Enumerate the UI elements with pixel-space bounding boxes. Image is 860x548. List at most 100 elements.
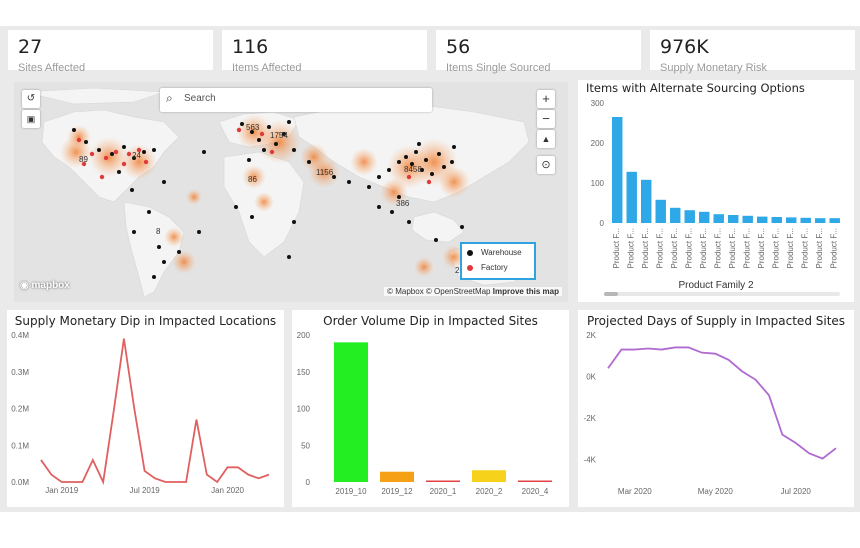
- bar: [612, 117, 623, 223]
- x-tick-label: Product F...: [627, 228, 636, 268]
- zoom-to-fit-icon[interactable]: ⊙: [537, 156, 555, 174]
- bar: [655, 199, 666, 223]
- bar: [800, 217, 811, 223]
- x-tick-label: Product F...: [699, 228, 708, 268]
- lasso-select-button[interactable]: ↺: [22, 90, 40, 108]
- warehouse-dot-icon: [467, 249, 473, 256]
- cluster-label: 563: [246, 123, 260, 132]
- kpi-card-items[interactable]: 116 Items Affected: [222, 30, 427, 74]
- bar: [334, 342, 368, 482]
- x-tick-label: 2020_2: [476, 487, 503, 496]
- mapbox-logo-icon: ◉: [20, 280, 29, 291]
- kpi-label: Items Single Sourced: [446, 62, 551, 74]
- y-tick-label: -4K: [584, 456, 597, 465]
- chart-title: Projected Days of Supply in Impacted Sit…: [586, 314, 846, 328]
- x-tick-label: 2020_1: [430, 487, 457, 496]
- x-tick-label: Product F...: [801, 228, 810, 268]
- improve-map-link[interactable]: Improve this map: [492, 287, 559, 296]
- mapbox-logo: ◉ mapbox: [20, 280, 70, 291]
- kpi-value: 56: [446, 36, 471, 58]
- chart-title: Items with Alternate Sourcing Options: [586, 81, 805, 95]
- attribution-text: © Mapbox © OpenStreetMap: [387, 287, 491, 296]
- supply-dip-card: Supply Monetary Dip in Impacted Location…: [7, 310, 284, 507]
- cluster-label: 26: [455, 266, 464, 275]
- y-tick-label: 100: [297, 405, 311, 414]
- x-tick-label: Product F...: [714, 228, 723, 268]
- kpi-value: 116: [232, 36, 269, 58]
- heat-clusters: [60, 114, 470, 277]
- world-map[interactable]: 563 1754 89 24 86 1156 8458 386 8 26: [14, 82, 568, 302]
- bar: [742, 215, 753, 223]
- bar: [786, 217, 797, 223]
- y-tick-label: 150: [297, 368, 311, 377]
- bar: [426, 480, 460, 482]
- alt-sourcing-chart: 300 200 100 0 Product F... Product F... Produc…: [591, 99, 840, 268]
- supply-dip-chart: 0.4M 0.3M 0.2M 0.1M 0.0M Jan 2019 Jul 2019 Jan …: [11, 331, 270, 495]
- y-tick-label: 0.3M: [11, 368, 29, 377]
- y-tick-label: 50: [301, 441, 310, 450]
- scrollbar-thumb[interactable]: [604, 292, 618, 296]
- x-tick-label: Product F...: [685, 228, 694, 268]
- kpi-value: 27: [18, 36, 43, 58]
- bar: [815, 218, 826, 223]
- y-tick-label: 0K: [586, 373, 596, 382]
- y-tick-label: 200: [591, 139, 605, 148]
- x-tick-label: Product F...: [757, 228, 766, 268]
- alt-sourcing-card: Items with Alternate Sourcing Options 30…: [578, 80, 854, 302]
- cluster-label: 386: [396, 199, 410, 208]
- kpi-label: Items Affected: [232, 62, 302, 74]
- x-tick-label: Mar 2020: [618, 487, 652, 496]
- x-tick-label: Product F...: [743, 228, 752, 268]
- y-tick-label: 0.0M: [11, 478, 29, 487]
- bar: [699, 211, 710, 223]
- x-tick-label: May 2020: [698, 487, 734, 496]
- days-supply-card: Projected Days of Supply in Impacted Sit…: [578, 310, 854, 507]
- bar: [641, 179, 652, 223]
- y-tick-label: 0: [600, 219, 605, 228]
- y-tick-label: 0: [306, 478, 311, 487]
- cluster-label: 1754: [270, 131, 288, 140]
- cluster-label: 8: [156, 227, 161, 236]
- bar: [728, 215, 739, 223]
- x-tick-label: Product F...: [772, 228, 781, 268]
- kpi-card-monetary-risk[interactable]: 976K Supply Monetary Risk: [650, 30, 855, 74]
- bar: [829, 218, 840, 223]
- zoom-in-button[interactable]: +: [537, 90, 555, 108]
- days-supply-chart: 2K 0K -2K -4K Mar 2020 May 2020 Jul 2020: [584, 331, 837, 496]
- x-tick-label: 2019_10: [335, 487, 367, 496]
- x-tick-label: Product F...: [656, 228, 665, 268]
- y-tick-label: 2K: [586, 331, 596, 340]
- kpi-label: Supply Monetary Risk: [660, 62, 767, 74]
- x-tick-label: 2019_12: [381, 487, 413, 496]
- rect-select-button[interactable]: ▣: [22, 110, 40, 128]
- bar: [626, 171, 637, 223]
- x-tick-label: Product F...: [612, 228, 621, 268]
- legend-item-warehouse: Warehouse: [467, 248, 522, 257]
- bar: [713, 214, 724, 223]
- y-tick-label: 0.2M: [11, 405, 29, 414]
- chart-title: Supply Monetary Dip in Impacted Location…: [14, 314, 277, 328]
- search-icon: ⌕: [166, 91, 173, 105]
- map-search-box[interactable]: ⌕ Search: [160, 88, 432, 112]
- kpi-card-sites[interactable]: 27 Sites Affected: [8, 30, 213, 74]
- x-tick-label: Jan 2019: [45, 486, 78, 495]
- legend-label: Warehouse: [481, 248, 522, 257]
- x-tick-label: Product F...: [670, 228, 679, 268]
- compass-button[interactable]: ▲: [537, 130, 555, 148]
- legend-item-factory: Factory: [467, 263, 508, 272]
- cluster-label: 24: [132, 151, 141, 160]
- y-tick-label: 0.4M: [11, 331, 29, 340]
- cluster-label: 8458: [404, 165, 422, 174]
- zoom-out-button[interactable]: −: [537, 110, 555, 128]
- map-card: 563 1754 89 24 86 1156 8458 386 8 26 ↺ ▣…: [14, 82, 568, 302]
- order-dip-chart: 200 150 100 50 0 2019_10 2019_12 2020_1 2020_2 20…: [297, 331, 552, 496]
- horizontal-scrollbar[interactable]: [604, 292, 840, 296]
- cluster-label: 86: [248, 175, 257, 184]
- bar: [684, 210, 695, 223]
- kpi-card-single-sourced[interactable]: 56 Items Single Sourced: [436, 30, 641, 74]
- y-tick-label: 300: [591, 99, 605, 108]
- legend-label: Factory: [481, 263, 508, 272]
- x-tick-label: 2020_4: [522, 487, 549, 496]
- bar: [757, 216, 768, 223]
- kpi-value: 976K: [660, 36, 709, 58]
